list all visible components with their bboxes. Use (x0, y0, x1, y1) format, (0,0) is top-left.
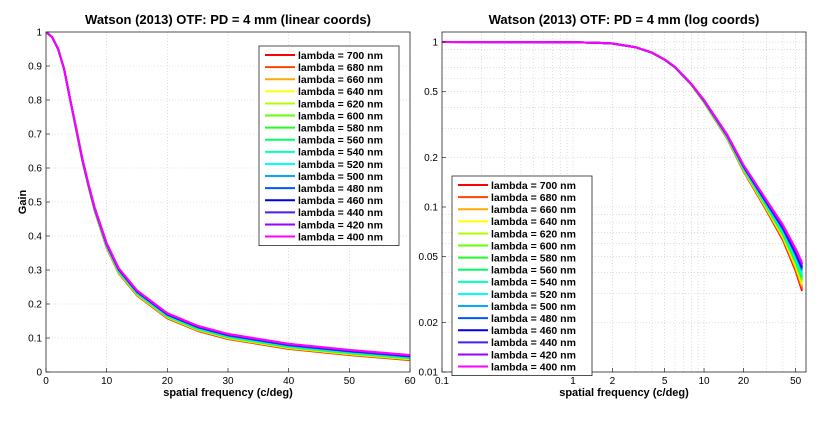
series-line-16 (46, 32, 410, 356)
legend-entry-1: lambda = 700 nm (491, 180, 576, 192)
y-axis-label: Gain (17, 189, 29, 214)
y-tick-label: 0.5 (28, 198, 42, 209)
series-line-16 (442, 41, 803, 264)
series-lines (46, 32, 410, 362)
x-tick-label: 10 (101, 376, 113, 387)
series-lines (442, 41, 804, 292)
y-tick-label: 0.3 (28, 266, 42, 277)
y-tick-label: 0.5 (424, 87, 438, 98)
legend-entry-8: lambda = 560 nm (298, 135, 383, 147)
y-tick-label: 0.02 (419, 318, 439, 329)
y-tick-label: 0.05 (419, 252, 439, 263)
legend-entry-11: lambda = 500 nm (491, 301, 576, 313)
legend-entry-13: lambda = 460 nm (298, 195, 383, 207)
y-tick-label: 1 (36, 28, 42, 39)
legend-entry-9: lambda = 540 nm (298, 147, 383, 159)
chart-title: Watson (2013) OTF: PD = 4 mm (log coords… (489, 12, 760, 27)
x-axis-label: spatial frequency (c/deg) (559, 387, 689, 399)
y-tick-label: 0.9 (28, 62, 42, 73)
panel-2: 0.1 1 2 5 10 20 50 0.01 0.02 0.05 0.1 0.2 0.5 1 Watson… (419, 12, 807, 399)
legend-entry-7: lambda = 580 nm (491, 252, 576, 264)
x-tick-label: 50 (344, 376, 356, 387)
legend-entry-16: lambda = 400 nm (491, 361, 576, 373)
legend-entry-10: lambda = 520 nm (298, 159, 383, 171)
y-tick-label: 0.4 (28, 232, 42, 243)
tick-marks (45, 31, 411, 373)
x-tick-label: 1 (570, 376, 576, 387)
chart-title: Watson (2013) OTF: PD = 4 mm (linear coo… (85, 12, 371, 27)
legend-entry-15: lambda = 420 nm (491, 349, 576, 361)
x-tick-label: 0 (43, 376, 49, 387)
legend-entry-4: lambda = 640 nm (298, 86, 383, 98)
y-tick-label: 0.6 (28, 164, 42, 175)
legend-entry-4: lambda = 640 nm (491, 216, 576, 228)
legend-entry-2: lambda = 680 nm (298, 62, 383, 74)
legend-entry-8: lambda = 560 nm (491, 265, 576, 277)
legend-entry-5: lambda = 620 nm (298, 98, 383, 110)
x-tick-label: 20 (162, 376, 174, 387)
legend-entry-1: lambda = 700 nm (298, 50, 383, 62)
y-tick-label: 0.8 (28, 96, 42, 107)
x-tick-label: 0.1 (435, 376, 449, 387)
y-tick-label: 0.01 (419, 368, 439, 379)
legend-entry-13: lambda = 460 nm (491, 325, 576, 337)
legend-entry-14: lambda = 440 nm (298, 207, 383, 219)
legend-entry-3: lambda = 660 nm (491, 204, 576, 216)
x-tick-label: 2 (610, 376, 616, 387)
y-tick-label: 1 (432, 38, 438, 49)
legend-entry-9: lambda = 540 nm (491, 277, 576, 289)
y-tick-label: 0.1 (424, 203, 438, 214)
x-axis-label: spatial frequency (c/deg) (163, 387, 293, 399)
y-tick-label: 0.1 (28, 334, 42, 345)
y-tick-label: 0.2 (28, 300, 42, 311)
legend-entry-2: lambda = 680 nm (491, 192, 576, 204)
legend-entry-6: lambda = 600 nm (298, 110, 383, 122)
legend-entry-16: lambda = 400 nm (298, 231, 383, 243)
legend-entry-5: lambda = 620 nm (491, 228, 576, 240)
legend-entry-10: lambda = 520 nm (491, 289, 576, 301)
legend-entry-14: lambda = 440 nm (491, 337, 576, 349)
x-tick-label: 20 (738, 376, 750, 387)
x-tick-label: 10 (698, 376, 710, 387)
x-tick-label: 60 (404, 376, 416, 387)
x-tick-label: 5 (662, 376, 668, 387)
legend-entry-15: lambda = 420 nm (298, 219, 383, 231)
legend-entry-12: lambda = 480 nm (491, 313, 576, 325)
x-tick-label: 30 (222, 376, 234, 387)
y-tick-label: 0.2 (424, 153, 438, 164)
legend-entry-6: lambda = 600 nm (491, 240, 576, 252)
legend-entry-7: lambda = 580 nm (298, 122, 383, 134)
x-tick-label: 40 (283, 376, 295, 387)
legend-entry-12: lambda = 480 nm (298, 183, 383, 195)
x-tick-label: 50 (790, 376, 802, 387)
y-tick-label: 0.7 (28, 130, 42, 141)
y-tick-label: 0 (36, 368, 42, 379)
axes-box (441, 31, 807, 373)
legend-entry-3: lambda = 660 nm (298, 74, 383, 86)
legend-entry-11: lambda = 500 nm (298, 171, 383, 183)
panel-1: 0 10 20 30 40 50 60 0 0.1 0.2 0.3 0.4 0.5 0.6 0.7 0.8 0.… (17, 12, 416, 399)
